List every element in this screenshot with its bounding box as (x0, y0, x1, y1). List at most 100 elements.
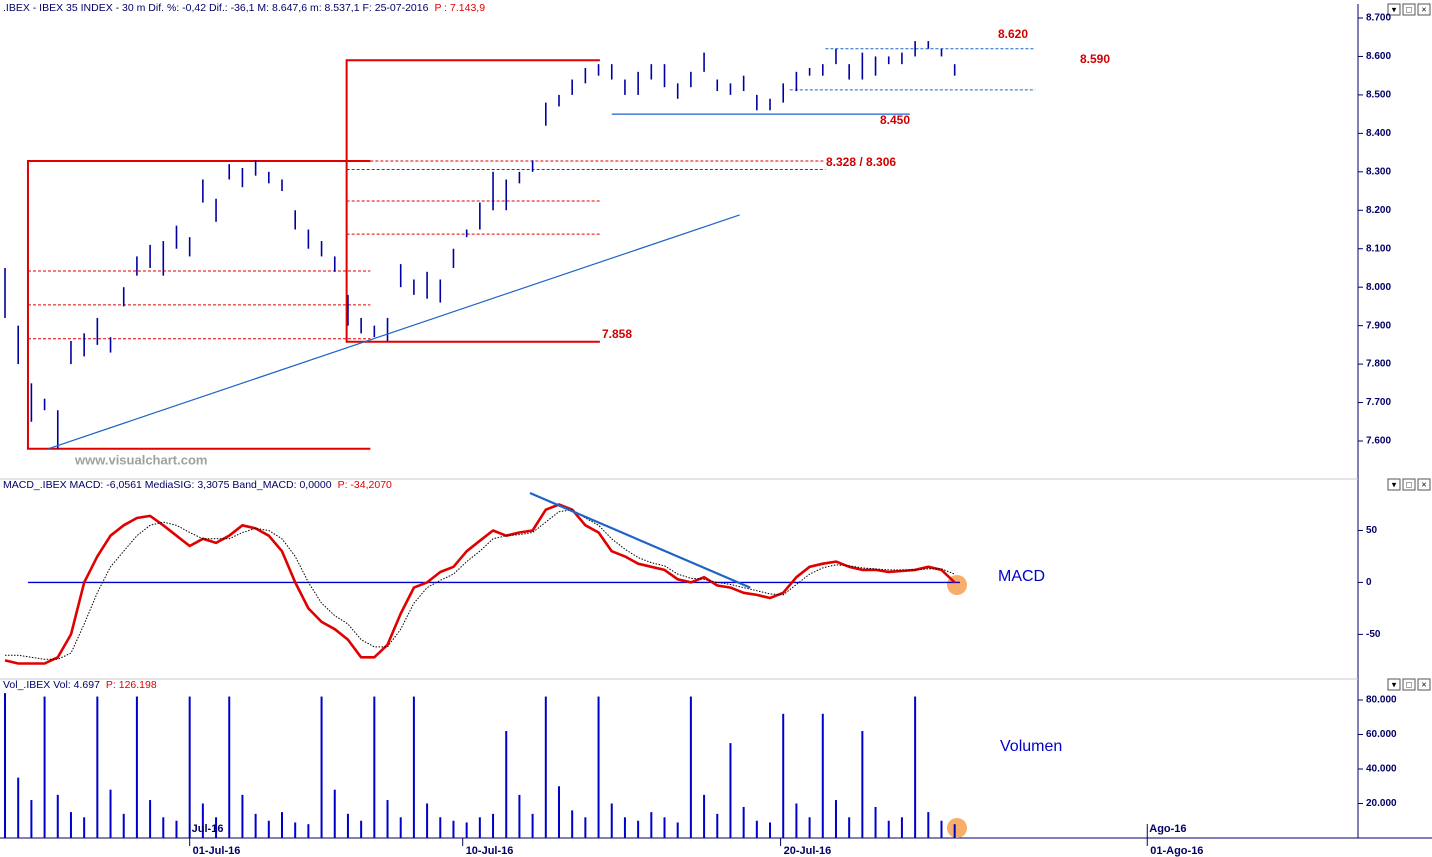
panel-buttons[interactable]: ▾ □ × (1387, 678, 1431, 691)
maximize-button[interactable] (1402, 478, 1416, 491)
y-tick-label: 0 (1366, 577, 1372, 588)
volume-bar (188, 696, 191, 838)
y-tick-label: 7.700 (1366, 397, 1391, 408)
volume-bar (927, 812, 930, 838)
volume-bar (386, 800, 389, 838)
volume-bar (241, 794, 244, 838)
volume-bar (83, 817, 86, 838)
x-tick-label: 20-Jul-16 (784, 845, 832, 857)
volume-bar (267, 820, 270, 838)
icon: □ (1406, 679, 1412, 689)
maximize-button[interactable] (1402, 678, 1416, 691)
volume-bar (716, 813, 719, 838)
y-tick-label: 8.700 (1366, 13, 1391, 24)
panel-buttons[interactable]: ▾ □ × (1387, 3, 1431, 16)
volume-bar (333, 789, 336, 838)
volume-bar (544, 696, 547, 838)
watermark: www.visualchart.com (74, 452, 207, 467)
volume-bar (426, 803, 429, 838)
volume-bar (162, 817, 165, 838)
volume-bar (17, 777, 20, 838)
volume-bar (465, 822, 468, 838)
volume-bar (914, 696, 917, 838)
macd-line (5, 509, 955, 660)
icon: × (1421, 4, 1426, 14)
y-tick-label: 7.600 (1366, 436, 1391, 447)
header-last-value: P: 126.198 (106, 679, 157, 691)
volume-bar (848, 817, 851, 838)
volume-bar (56, 794, 59, 838)
minimize-button[interactable] (1387, 678, 1401, 691)
volume-bar (346, 813, 349, 838)
volume-bar (294, 822, 297, 838)
volume-bar (729, 743, 732, 838)
volume-bar (149, 800, 152, 838)
y-tick-label: 8.400 (1366, 128, 1391, 139)
panel-label: MACD (998, 568, 1045, 585)
level-annotation: 8.590 (1080, 52, 1110, 66)
panel-label: Volumen (1000, 738, 1062, 755)
level-annotation: 8.328 / 8.306 (826, 155, 896, 169)
maximize-button[interactable] (1402, 3, 1416, 16)
volume-bar (769, 822, 772, 838)
header-title: MACD_.IBEX MACD: -6,0561 MediaSIG: 3,307… (3, 479, 332, 491)
panel-header: MACD_.IBEX MACD: -6,0561 MediaSIG: 3,307… (3, 479, 392, 491)
minimize-button[interactable] (1387, 3, 1401, 16)
close-button[interactable] (1417, 678, 1431, 691)
volume-bar (689, 696, 692, 838)
volume-bar (874, 806, 877, 838)
header-last-value: P: -34,2070 (338, 479, 392, 491)
volume-bar (478, 817, 481, 838)
x-tick-label: 10-Jul-16 (466, 845, 514, 857)
header-title: .IBEX - IBEX 35 INDEX - 30 m Dif. %: -0,… (3, 2, 429, 14)
header-title: Vol_.IBEX Vol: 4.697 (3, 679, 100, 691)
volume-bar (623, 817, 626, 838)
x-tick-label: 01-Jul-16 (193, 845, 241, 857)
volume-bar (175, 820, 178, 838)
volume-bar (69, 812, 72, 838)
y-tick-label: 50 (1366, 525, 1378, 536)
volume-bar (821, 713, 824, 838)
volume-bar (887, 820, 890, 838)
header-last-value: P : 7.143,9 (434, 2, 485, 14)
volume-bar (755, 820, 758, 838)
panel-buttons[interactable]: ▾ □ × (1387, 478, 1431, 491)
volume-bar (782, 713, 785, 838)
icon: × (1421, 679, 1426, 689)
month-label: Jul-16 (192, 823, 224, 835)
trendline (529, 492, 751, 589)
volume-bar (4, 693, 7, 838)
volume-bar (900, 817, 903, 838)
volume-bar (571, 810, 574, 838)
volume-bar (412, 696, 415, 838)
volume-bar (861, 731, 864, 838)
trendline (48, 214, 740, 450)
volume-bar (492, 813, 495, 838)
volume-bar (584, 817, 587, 838)
volume-bar (109, 789, 112, 838)
icon: ▾ (1392, 4, 1397, 14)
icon: ▾ (1392, 479, 1397, 489)
close-button[interactable] (1417, 478, 1431, 491)
minimize-button[interactable] (1387, 478, 1401, 491)
volume-bar (940, 820, 943, 838)
volume-bar (650, 812, 653, 838)
panel-header: Vol_.IBEX Vol: 4.697 P: 126.198 (3, 679, 157, 691)
y-tick-label: 8.600 (1366, 51, 1391, 62)
volume-bar (703, 794, 706, 838)
y-tick-label: 60.000 (1366, 729, 1397, 740)
volume-bar (228, 696, 231, 838)
volume-bar (557, 786, 560, 838)
volume-bar (452, 820, 455, 838)
level-annotation: 7.858 (602, 327, 632, 341)
month-label: Ago-16 (1149, 823, 1186, 835)
volume-bar (676, 822, 679, 838)
close-button[interactable] (1417, 3, 1431, 16)
volume-bar (254, 813, 257, 838)
volume-bar (307, 824, 310, 838)
volume-bar (215, 817, 218, 838)
volume-bar (663, 817, 666, 838)
volume-bar (610, 803, 613, 838)
volume-bar (742, 806, 745, 838)
